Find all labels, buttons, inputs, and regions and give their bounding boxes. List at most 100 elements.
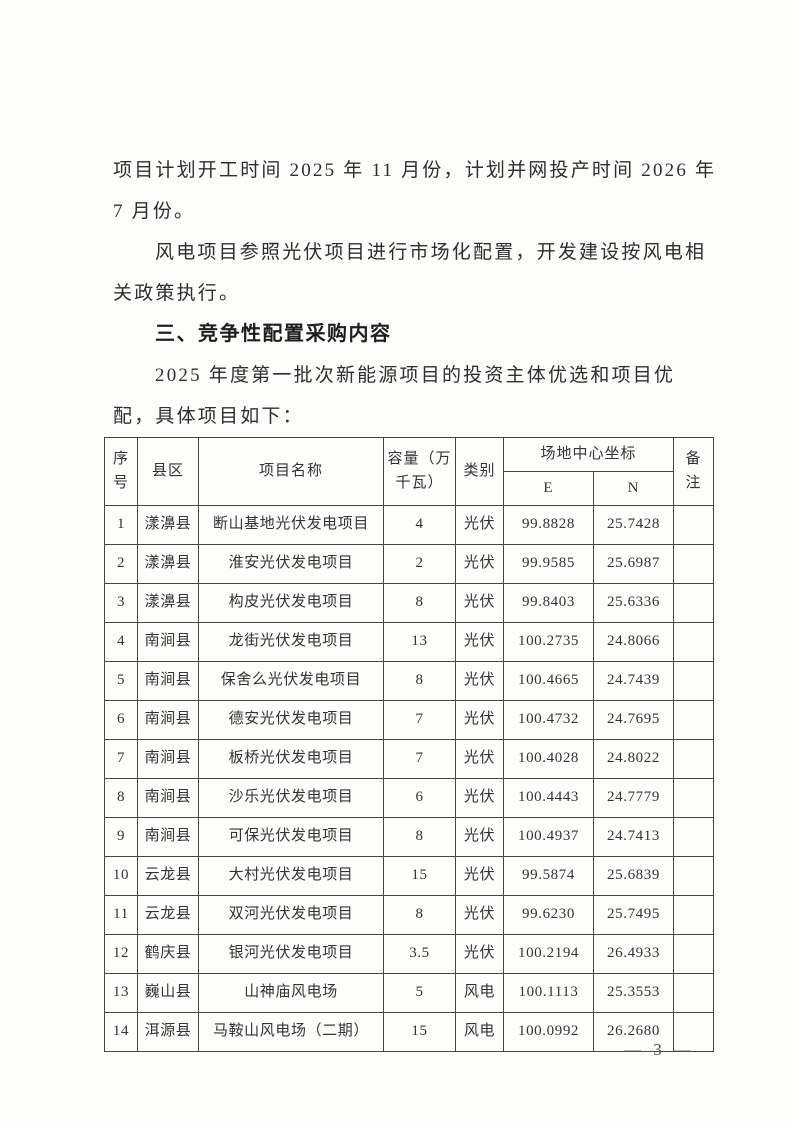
cell-note <box>673 1012 715 1052</box>
cell-county: 鹤庆县 <box>137 934 199 974</box>
cell-note <box>673 622 715 662</box>
cell-note <box>673 895 715 935</box>
cell-capacity: 7 <box>383 700 456 740</box>
paragraph-2-line-1: 风电项目参照光伏项目进行市场化配置，开发建设按风电相 <box>155 242 707 263</box>
header-coordinates: 场地中心坐标 <box>502 437 675 472</box>
table-row: 12 鹤庆县 银河光伏发电项目 3.5 光伏 100.2194 26.4933 <box>104 934 715 974</box>
cell-category: 光伏 <box>455 661 504 701</box>
cell-project: 淮安光伏发电项目 <box>198 544 384 584</box>
cell-note <box>673 583 715 623</box>
table-row: 11 云龙县 双河光伏发电项目 8 光伏 99.6230 25.7495 <box>104 895 715 935</box>
table-row: 10 云龙县 大村光伏发电项目 15 光伏 99.5874 25.6839 <box>104 856 715 896</box>
cell-index: 14 <box>104 1012 138 1052</box>
cell-capacity: 7 <box>383 739 456 779</box>
cell-capacity: 8 <box>383 817 456 857</box>
cell-east: 99.9585 <box>503 544 594 584</box>
cell-note <box>673 739 715 779</box>
cell-north: 26.4933 <box>592 934 675 974</box>
cell-north: 25.3553 <box>592 973 675 1013</box>
cell-north: 26.2680 <box>592 1012 675 1052</box>
cell-project: 德安光伏发电项目 <box>198 700 384 740</box>
table-header-row-2: E N <box>105 471 714 506</box>
cell-note <box>673 505 715 545</box>
cell-north: 24.8066 <box>592 622 675 662</box>
cell-category: 光伏 <box>455 817 504 857</box>
table-row: 3 漾濞县 构皮光伏发电项目 8 光伏 99.8403 25.6336 <box>104 583 715 623</box>
cell-project: 可保光伏发电项目 <box>198 817 384 857</box>
cell-county: 云龙县 <box>137 895 199 935</box>
paragraph-1-line-2: 7 月份。 <box>113 201 196 222</box>
paragraph-3-line-1: 2025 年度第一批次新能源项目的投资主体优选和项目优 <box>155 365 676 386</box>
cell-note <box>673 817 715 857</box>
cell-county: 南涧县 <box>137 700 199 740</box>
cell-project: 板桥光伏发电项目 <box>198 739 384 779</box>
cell-category: 光伏 <box>455 505 504 545</box>
cell-index: 7 <box>104 739 138 779</box>
cell-county: 巍山县 <box>137 973 199 1013</box>
cell-east: 100.2194 <box>503 934 594 974</box>
cell-project: 马鞍山风电场（二期） <box>198 1012 384 1052</box>
cell-index: 13 <box>104 973 138 1013</box>
cell-county: 云龙县 <box>137 856 199 896</box>
header-category: 类别 <box>455 437 504 506</box>
cell-index: 5 <box>104 661 138 701</box>
cell-capacity: 8 <box>383 583 456 623</box>
header-project: 项目名称 <box>198 437 384 506</box>
cell-project: 断山基地光伏发电项目 <box>198 505 384 545</box>
cell-note <box>673 661 715 701</box>
cell-county: 漾濞县 <box>137 505 199 545</box>
cell-capacity: 4 <box>383 505 456 545</box>
cell-category: 光伏 <box>455 544 504 584</box>
cell-index: 10 <box>104 856 138 896</box>
cell-project: 保舍么光伏发电项目 <box>198 661 384 701</box>
cell-category: 风电 <box>455 973 504 1013</box>
cell-east: 100.4937 <box>503 817 594 857</box>
table-row: 2 漾濞县 淮安光伏发电项目 2 光伏 99.9585 25.6987 <box>104 544 715 584</box>
cell-north: 25.6336 <box>592 583 675 623</box>
cell-project: 山神庙风电场 <box>198 973 384 1013</box>
cell-capacity: 5 <box>383 973 456 1013</box>
cell-index: 12 <box>104 934 138 974</box>
cell-index: 3 <box>104 583 138 623</box>
cell-capacity: 13 <box>383 622 456 662</box>
cell-county: 漾濞县 <box>137 544 199 584</box>
cell-county: 南涧县 <box>137 817 199 857</box>
cell-note <box>673 700 715 740</box>
cell-category: 光伏 <box>455 583 504 623</box>
header-capacity: 容量（万 千瓦） <box>383 437 456 506</box>
table-row: 6 南涧县 德安光伏发电项目 7 光伏 100.4732 24.7695 <box>104 700 715 740</box>
cell-project: 大村光伏发电项目 <box>198 856 384 896</box>
cell-project: 银河光伏发电项目 <box>198 934 384 974</box>
cell-east: 100.0992 <box>503 1012 594 1052</box>
cell-note <box>673 973 715 1013</box>
cell-capacity: 6 <box>383 778 456 818</box>
cell-north: 25.6839 <box>592 856 675 896</box>
table-row: 4 南涧县 龙街光伏发电项目 13 光伏 100.2735 24.8066 <box>104 622 715 662</box>
table-row: 7 南涧县 板桥光伏发电项目 7 光伏 100.4028 24.8022 <box>104 739 715 779</box>
cell-index: 1 <box>104 505 138 545</box>
cell-east: 99.6230 <box>503 895 594 935</box>
cell-north: 24.7695 <box>592 700 675 740</box>
cell-index: 11 <box>104 895 138 935</box>
cell-county: 洱源县 <box>137 1012 199 1052</box>
cell-east: 100.2735 <box>503 622 594 662</box>
cell-east: 100.4443 <box>503 778 594 818</box>
cell-project: 构皮光伏发电项目 <box>198 583 384 623</box>
cell-index: 2 <box>104 544 138 584</box>
cell-north: 25.7495 <box>592 895 675 935</box>
cell-capacity: 15 <box>383 1012 456 1052</box>
cell-east: 100.4732 <box>503 700 594 740</box>
cell-east: 100.1113 <box>503 973 594 1013</box>
cell-county: 南涧县 <box>137 622 199 662</box>
table-row: 13 巍山县 山神庙风电场 5 风电 100.1113 25.3553 <box>104 973 715 1013</box>
cell-county: 南涧县 <box>137 778 199 818</box>
cell-county: 南涧县 <box>137 739 199 779</box>
cell-category: 光伏 <box>455 778 504 818</box>
table-header-row-1: 序 号 县区 项目名称 容量（万 千瓦） 类别 场地中心坐标 备 注 <box>104 437 715 506</box>
cell-category: 光伏 <box>455 739 504 779</box>
cell-east: 100.4665 <box>503 661 594 701</box>
cell-county: 漾濞县 <box>137 583 199 623</box>
cell-category: 风电 <box>455 1012 504 1052</box>
header-note: 备 注 <box>673 437 715 506</box>
